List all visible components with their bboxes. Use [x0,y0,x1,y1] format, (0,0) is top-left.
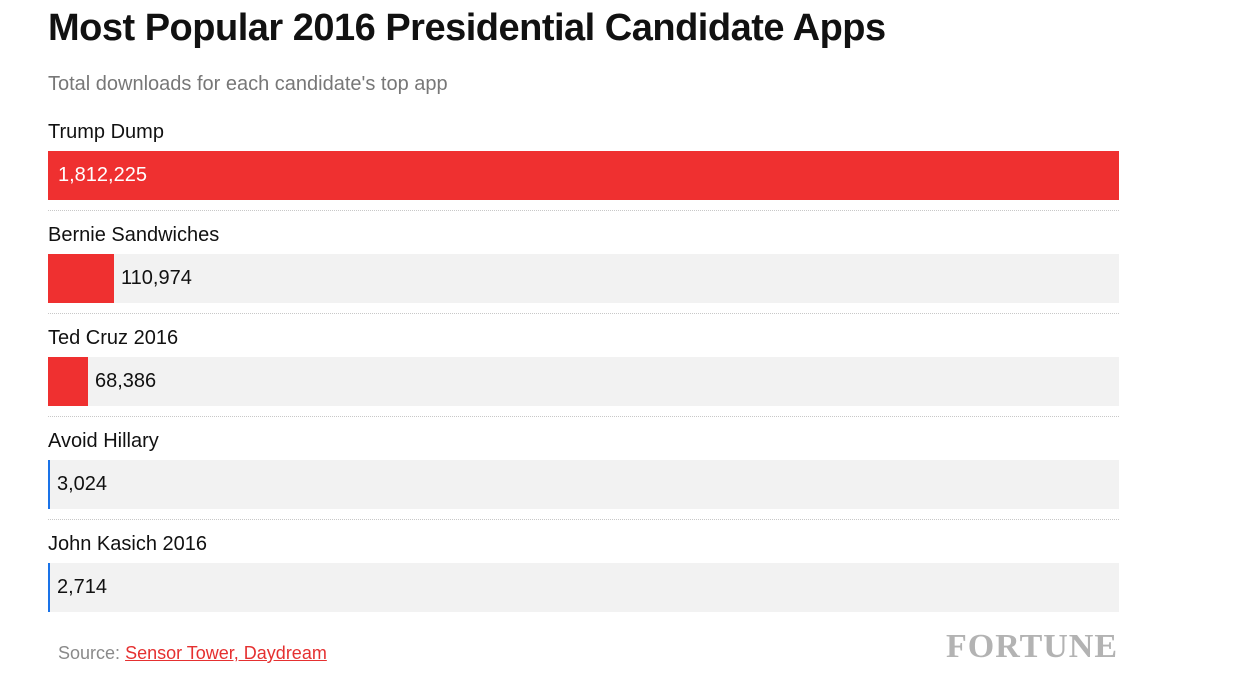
bar-track: 68,386 [48,357,1119,406]
value-label: 1,812,225 [58,164,147,186]
fortune-logo: FORTUNE [946,628,1119,665]
row-divider [48,313,1119,314]
row-divider [48,210,1119,211]
bar [48,357,88,406]
bar-track: 3,024 [48,460,1119,509]
category-label: Ted Cruz 2016 [48,327,179,349]
source-label: Source: [58,643,121,663]
source-note: Source: Sensor Tower, Daydream [58,642,327,664]
value-label: 2,714 [57,576,108,598]
chart-subtitle: Total downloads for each candidate's top… [48,73,448,95]
bar-row: Bernie Sandwiches 110,974 [48,220,1119,323]
bar-track: 110,974 [48,254,1119,303]
category-label: John Kasich 2016 [48,533,208,555]
row-divider [48,416,1119,417]
chart-title: Most Popular 2016 Presidential Candidate… [48,7,886,49]
bar-row: Ted Cruz 2016 68,386 [48,323,1119,426]
row-divider [48,519,1119,520]
bar [48,254,114,303]
value-label: 110,974 [121,267,192,289]
category-label: Bernie Sandwiches [48,224,220,246]
bar [48,151,1119,200]
category-label: Avoid Hillary [48,430,159,452]
bar-track: 1,812,225 [48,151,1119,200]
value-label: 68,386 [95,370,157,392]
source-link[interactable]: Sensor Tower, Daydream [125,643,327,663]
bar-row: Avoid Hillary 3,024 [48,426,1119,529]
bar-row: Trump Dump 1,812,225 [48,117,1119,220]
value-label: 3,024 [57,473,108,495]
bar-row: John Kasich 2016 2,714 [48,529,1119,632]
bar-track: 2,714 [48,563,1119,612]
bar [48,563,50,612]
category-label: Trump Dump [48,121,164,143]
bar [48,460,50,509]
bar-chart: Trump Dump 1,812,225 Bernie Sandwiches 110,… [48,117,1119,632]
